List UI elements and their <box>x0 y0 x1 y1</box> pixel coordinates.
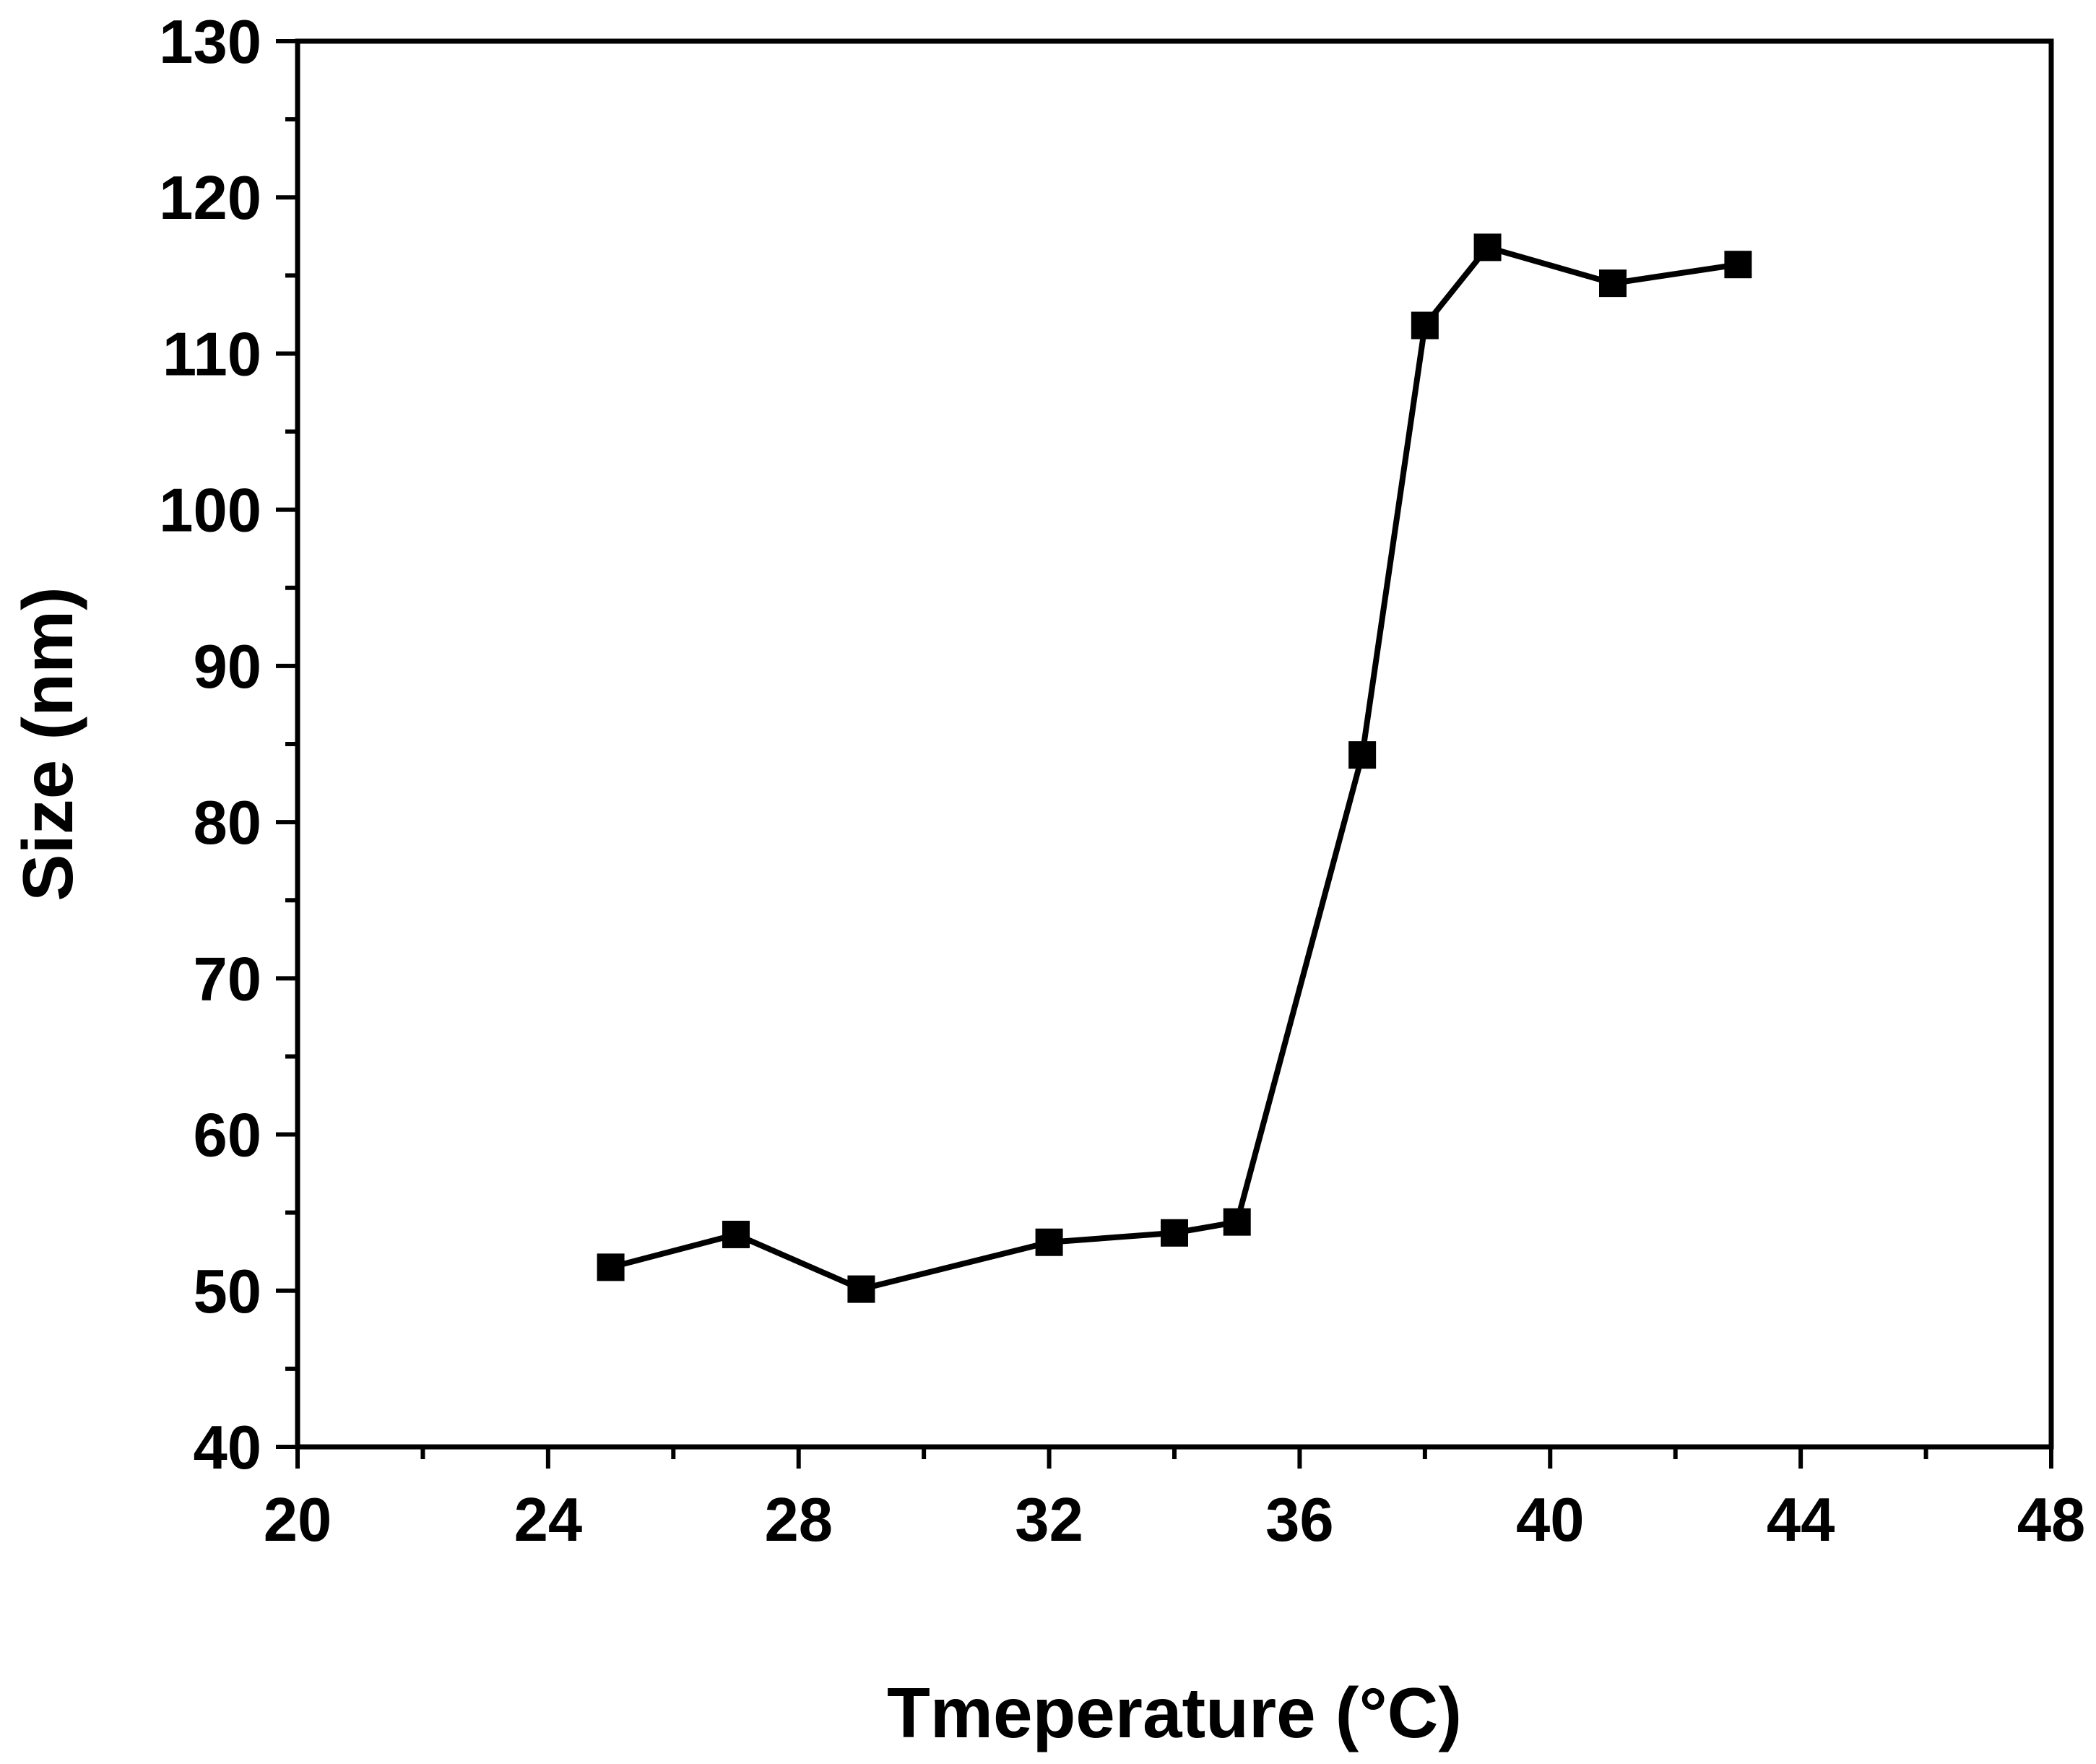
y-axis-title: Size (nm) <box>8 587 87 902</box>
data-point-marker <box>597 1253 625 1281</box>
x-tick-labels: 20 24 28 32 36 40 44 48 <box>264 1486 2086 1555</box>
series-markers <box>597 233 1752 1303</box>
x-tick-label: 48 <box>2017 1486 2086 1555</box>
x-axis-title: Tmeperature (°C) <box>887 1673 1462 1752</box>
axis-ticks <box>276 39 2053 1469</box>
x-tick-label: 32 <box>1015 1486 1083 1555</box>
x-tick-label: 24 <box>514 1486 583 1555</box>
y-tick-label: 130 <box>159 8 261 77</box>
x-tick-label: 28 <box>764 1486 833 1555</box>
data-point-marker <box>1223 1208 1251 1236</box>
x-tick-label: 36 <box>1265 1486 1334 1555</box>
data-point-marker <box>1599 269 1627 298</box>
plot-frame <box>295 38 2054 1450</box>
data-point-marker <box>1035 1228 1063 1256</box>
data-point-marker <box>1724 251 1752 279</box>
data-point-marker <box>1348 741 1377 769</box>
series-line-path <box>610 244 1739 1292</box>
x-tick-label: 40 <box>1516 1486 1585 1555</box>
data-point-marker <box>1161 1219 1188 1247</box>
data-point-marker <box>1411 311 1439 340</box>
data-point-marker <box>722 1220 750 1248</box>
y-tick-label: 50 <box>193 1258 261 1326</box>
x-tick-label: 44 <box>1767 1486 1835 1555</box>
series-line <box>610 244 1739 1292</box>
y-tick-label: 100 <box>159 477 261 545</box>
y-tick-label: 90 <box>193 633 261 701</box>
y-tick-label: 80 <box>193 789 261 857</box>
y-tick-label: 60 <box>193 1102 261 1170</box>
data-point-marker <box>1473 233 1502 261</box>
data-point-marker <box>847 1275 875 1303</box>
y-tick-label: 110 <box>163 320 261 389</box>
y-tick-labels: 40 50 60 70 80 90 100 110 120 130 <box>159 8 261 1482</box>
y-tick-label: 40 <box>193 1414 261 1482</box>
y-tick-label: 70 <box>193 945 261 1013</box>
y-tick-label: 120 <box>159 164 261 233</box>
x-tick-label: 20 <box>264 1486 332 1555</box>
